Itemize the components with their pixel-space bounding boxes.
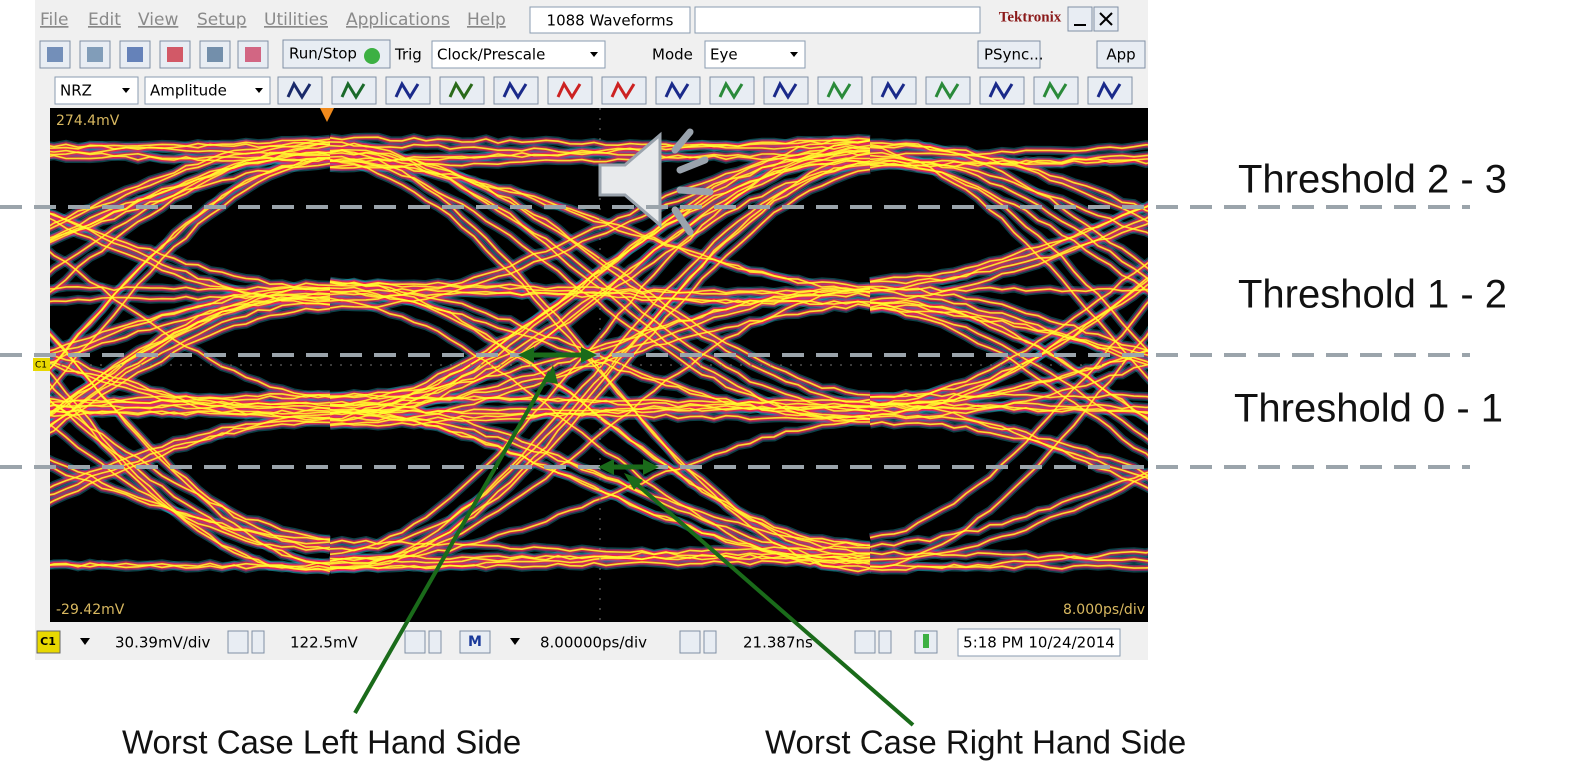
menu-item[interactable]: File [40,10,68,30]
mode-label: Mode [652,46,693,64]
menu-item[interactable]: Setup [197,10,246,30]
title-field [695,7,980,33]
run-indicator [364,48,380,64]
menu-item[interactable]: View [138,10,178,30]
threshold-label: Threshold 0 - 1 [1234,387,1503,431]
measurement: Amplitude [150,82,227,100]
tool-icon [207,47,223,62]
tool-icon [245,47,261,62]
window-title: 1088 Waveforms [547,12,674,30]
thermometer-icon [923,634,929,648]
tool-icon [127,47,143,62]
offset: 122.5mV [290,634,359,652]
page: 1088 Waveforms Tektronix Run/Stop Trig C… [0,0,1581,767]
minimize-button[interactable] [1068,7,1092,31]
vertical-scale: 30.39mV/div [115,634,211,652]
calc-button[interactable] [405,631,425,653]
measure-button[interactable] [656,77,700,104]
bottom-label: -29.42mV [56,602,125,618]
calc-button[interactable] [680,631,700,653]
measure-button[interactable] [548,77,592,104]
trig-source: Clock/Prescale [437,46,545,64]
math-label: M [468,634,482,650]
run-stop-label: Run/Stop [289,45,357,63]
left-caption: Worst Case Left Hand Side [122,724,521,761]
measure-button[interactable] [710,77,754,104]
measure-button[interactable] [980,77,1024,104]
psync-label: PSync... [984,46,1044,64]
measure-button[interactable] [602,77,646,104]
menu-item[interactable]: Help [467,10,506,30]
tool-icon [87,47,103,62]
measure-button[interactable] [386,77,430,104]
spin-button[interactable] [704,631,716,653]
right-caption: Worst Case Right Hand Side [765,724,1186,761]
threshold-label: Threshold 2 - 3 [1238,158,1507,202]
calc-button[interactable] [855,631,875,653]
mode-value: Eye [710,46,738,64]
spin-button[interactable] [429,631,441,653]
measure-button[interactable] [494,77,538,104]
measure-button[interactable] [332,77,376,104]
measure-button[interactable] [818,77,862,104]
trig-label: Trig [394,46,422,64]
tool-icon [167,47,183,62]
measure-button[interactable] [764,77,808,104]
measure-button[interactable] [440,77,484,104]
measure-button[interactable] [1088,77,1132,104]
menu-item[interactable]: Utilities [264,10,328,30]
spin-button[interactable] [879,631,891,653]
menu-item[interactable]: Edit [88,10,121,30]
status-channel: C1 [40,635,56,648]
horizontal-scale: 8.00000ps/div [540,634,647,652]
calc-button[interactable] [228,631,248,653]
channel-marker: C1 [35,361,47,371]
measure-button[interactable] [872,77,916,104]
measure-button[interactable] [1034,77,1078,104]
brand: Tektronix [999,9,1062,25]
measure-button[interactable] [278,77,322,104]
measure-button[interactable] [926,77,970,104]
top-label: 274.4mV [56,113,120,129]
encoding: NRZ [60,82,92,100]
spin-button[interactable] [252,631,264,653]
datetime: 5:18 PM 10/24/2014 [963,634,1115,652]
position: 21.387ns [743,634,813,652]
threshold-label: Threshold 1 - 2 [1238,273,1507,317]
app-label: App [1106,46,1135,64]
timebase-label: 8.000ps/div [1063,602,1145,618]
menu-item[interactable]: Applications [346,10,450,30]
tool-icon [47,47,63,62]
